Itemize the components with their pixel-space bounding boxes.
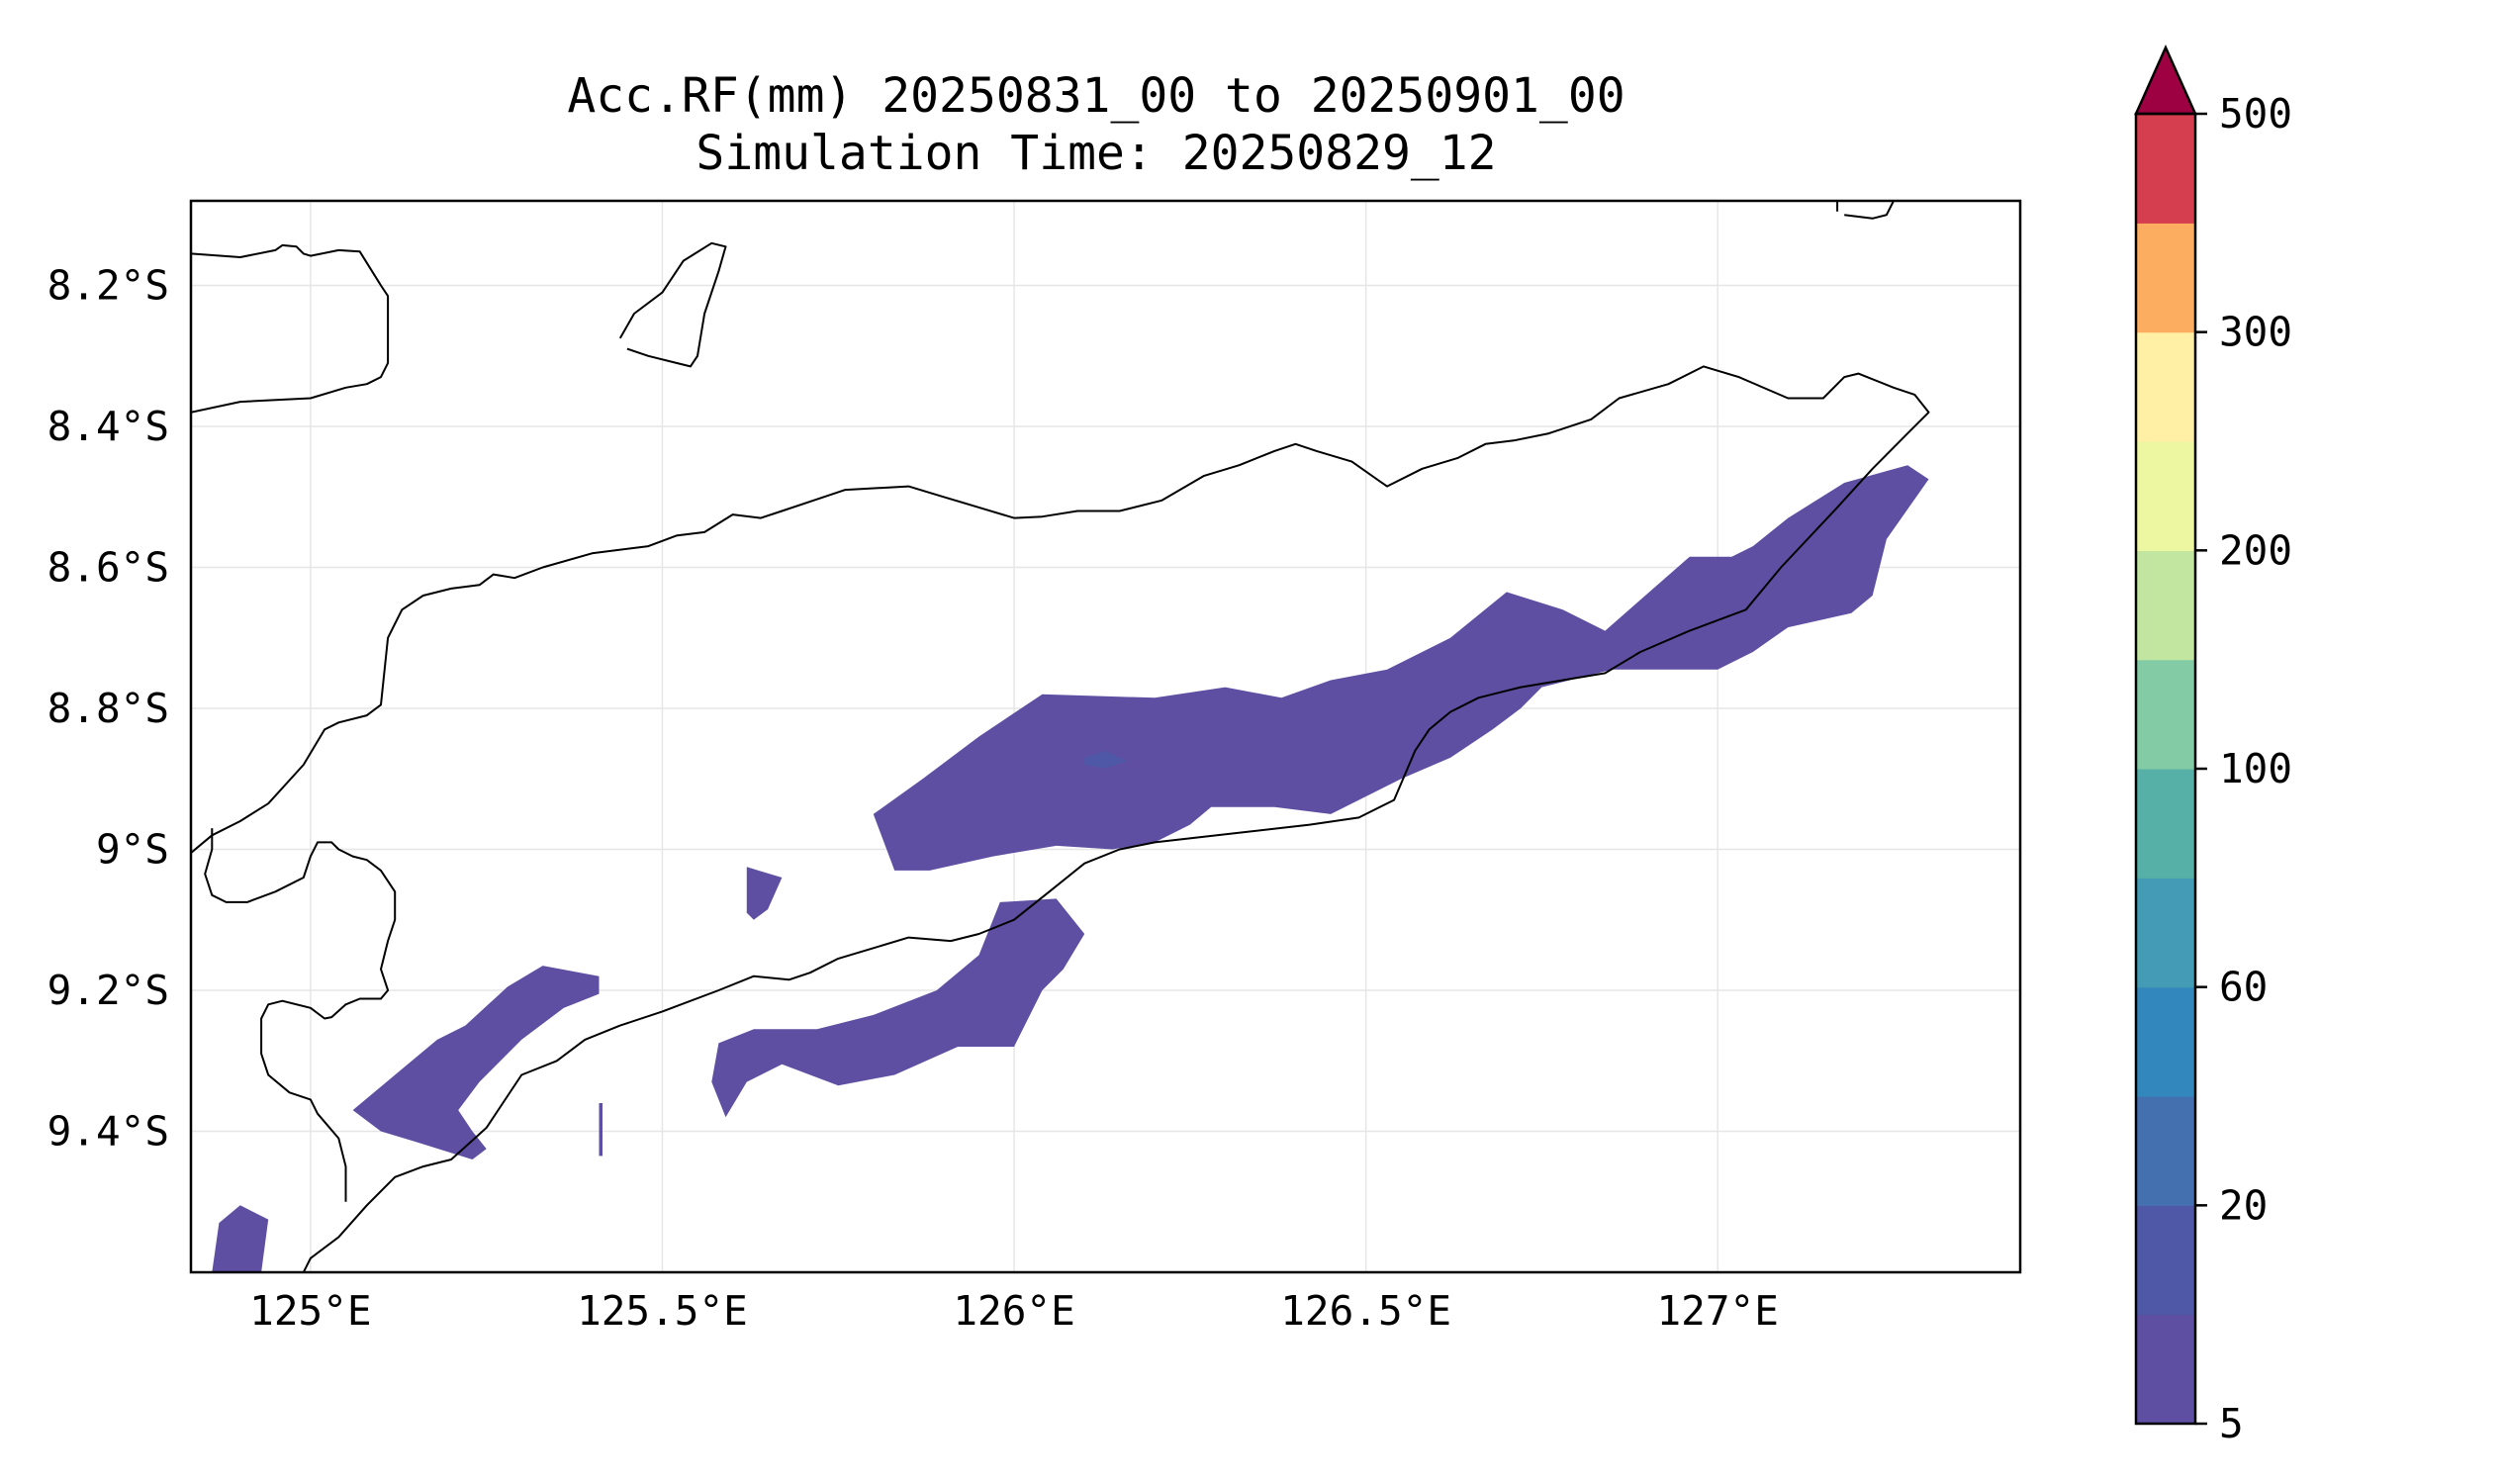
colorbar-band [2136, 769, 2195, 879]
rain-area [212, 1205, 269, 1272]
rain-area [599, 1103, 603, 1157]
x-tick-label: 126°E [953, 1287, 1074, 1335]
colorbar-tick-label: 200 [2219, 526, 2292, 574]
x-axis-ticks: 125°E 125.5°E 126°E 126.5°E 127°E [249, 1287, 1779, 1335]
y-tick-label: 9°S [96, 826, 169, 874]
rain-area [1084, 750, 1127, 769]
y-axis-ticks: 8.2°S 8.4°S 8.6°S 8.8°S 9°S 9.2°S 9.4°S [47, 262, 169, 1156]
coastline [204, 828, 397, 1202]
x-tick-label: 125.5°E [577, 1287, 748, 1335]
y-tick-label: 8.2°S [47, 262, 169, 310]
colorbar: 5 20 60 100 200 300 500 [2134, 44, 2292, 1447]
coastline [191, 365, 1930, 1272]
map-frame [189, 199, 2022, 1274]
x-tick-label: 126.5°E [1280, 1287, 1451, 1335]
y-tick-label: 8.4°S [47, 403, 169, 450]
chart-subtitle: Simulation Time: 20250829_12 [696, 126, 1496, 181]
colorbar-tick-label: 60 [2219, 964, 2268, 1011]
colorbar-tick-label: 20 [2219, 1181, 2268, 1229]
coastline [1836, 201, 1895, 220]
colorbar-band [2136, 223, 2195, 333]
y-tick-label: 8.8°S [47, 685, 169, 732]
colorbar-band [2136, 1096, 2195, 1206]
coastline [618, 241, 727, 368]
colorbar-ticks: 5 20 60 100 200 300 500 [2195, 90, 2292, 1447]
x-tick-label: 127°E [1656, 1287, 1778, 1335]
colorbar-band [2136, 1205, 2195, 1316]
colorbar-band [2136, 986, 2195, 1097]
rainfall-contours [212, 465, 1929, 1272]
chart-title: Acc.RF(mm) 20250831_00 to 20250901_00 [567, 68, 1624, 124]
rain-area [352, 966, 600, 1159]
colorbar-band [2136, 441, 2195, 551]
colorbar-band [2136, 114, 2195, 224]
map-plot-area: 125°E 125.5°E 126°E 126.5°E 127°E 8.2°S 8.4°S… [47, 199, 2022, 1335]
y-tick-label: 9.2°S [47, 967, 169, 1014]
y-tick-label: 8.6°S [47, 544, 169, 592]
x-tick-label: 125°E [249, 1287, 371, 1335]
colorbar-band [2136, 550, 2195, 661]
colorbar-tick-label: 100 [2219, 745, 2292, 792]
colorbar-bands [2136, 114, 2195, 1425]
colorbar-band [2136, 331, 2195, 442]
colorbar-band [2136, 1314, 2195, 1425]
colorbar-band [2136, 878, 2195, 988]
rain-area [711, 898, 1085, 1118]
rain-area [746, 867, 783, 920]
coastlines [191, 201, 1930, 1272]
colorbar-tick-label: 500 [2219, 90, 2292, 138]
coastline [191, 243, 390, 414]
colorbar-tick-label: 300 [2219, 309, 2292, 356]
colorbar-tick-label: 5 [2219, 1400, 2244, 1447]
rain-area [873, 465, 1929, 871]
y-tick-label: 9.4°S [47, 1108, 169, 1156]
colorbar-band [2136, 659, 2195, 770]
